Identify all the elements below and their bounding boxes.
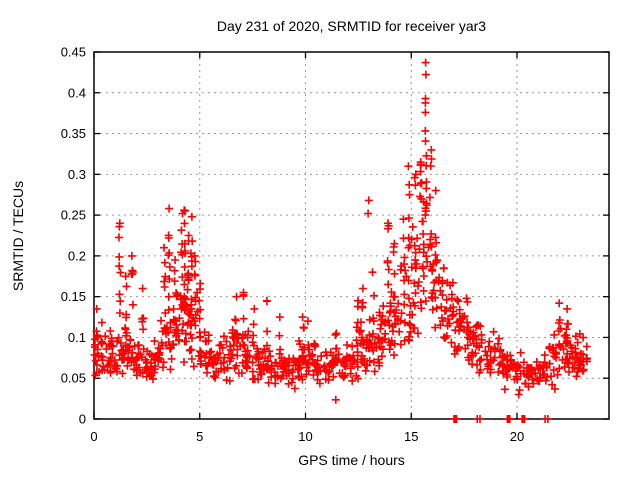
x-tick-label: 15 [404,429,418,444]
tick-marks [93,51,609,420]
y-tick-label: 0 [79,412,86,427]
axis-frame [93,51,610,420]
x-tick-labels: 0 5 10 15 20 [90,429,524,444]
y-tick-label: 0.15 [61,289,86,304]
y-tick-label: 0.05 [61,371,86,386]
x-tick-label: 5 [196,429,203,444]
y-tick-label: 0.3 [68,167,86,182]
x-tick-label: 0 [90,429,97,444]
y-tick-label: 0.25 [61,208,86,223]
y-tick-label: 0.4 [68,85,86,100]
y-tick-label: 0.35 [61,126,86,141]
chart-title: Day 231 of 2020, SRMTID for receiver yar… [216,18,487,34]
x-tick-label: 10 [298,429,312,444]
y-tick-label: 0.45 [61,45,86,60]
y-tick-labels: 0 0.05 0.1 0.15 0.2 0.25 0.3 0.35 0.4 0.45 [61,45,86,427]
x-axis-label: GPS time / hours [298,452,405,468]
data-points-plus-markers [90,58,591,423]
y-tick-label: 0.1 [68,330,86,345]
x-tick-label: 20 [510,429,524,444]
y-tick-label: 0.2 [68,248,86,263]
